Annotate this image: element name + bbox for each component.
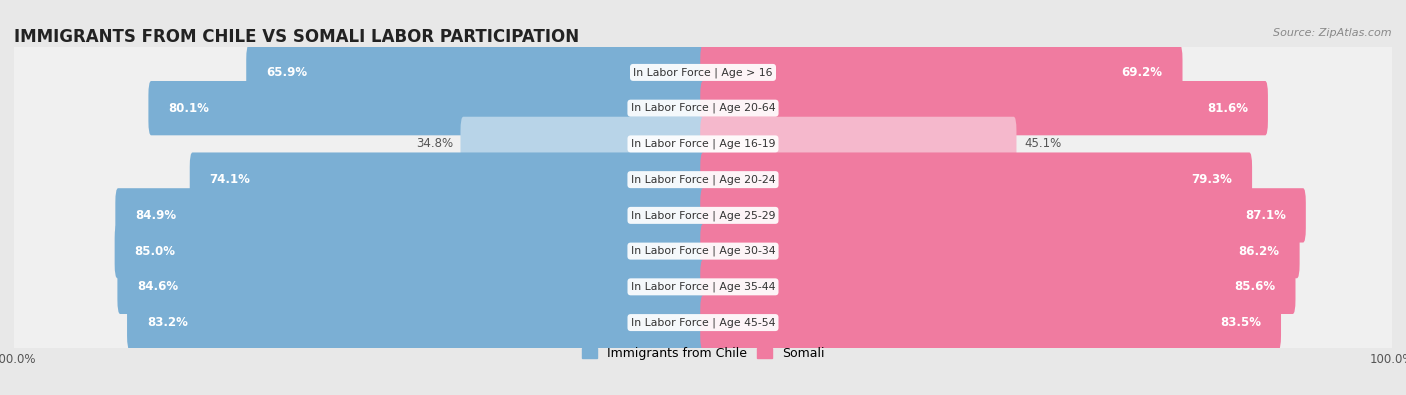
FancyBboxPatch shape <box>700 81 1268 135</box>
Text: 69.2%: 69.2% <box>1122 66 1163 79</box>
FancyBboxPatch shape <box>13 101 1393 189</box>
Text: 80.1%: 80.1% <box>169 102 209 115</box>
FancyBboxPatch shape <box>246 45 706 100</box>
FancyBboxPatch shape <box>461 117 706 171</box>
Text: In Labor Force | Age 45-54: In Labor Force | Age 45-54 <box>631 317 775 328</box>
FancyBboxPatch shape <box>13 208 1393 297</box>
FancyBboxPatch shape <box>13 244 1393 332</box>
Text: 84.9%: 84.9% <box>135 209 176 222</box>
FancyBboxPatch shape <box>13 207 1393 295</box>
Text: In Labor Force | Age 20-24: In Labor Force | Age 20-24 <box>631 174 775 185</box>
FancyBboxPatch shape <box>115 188 706 243</box>
Text: IMMIGRANTS FROM CHILE VS SOMALI LABOR PARTICIPATION: IMMIGRANTS FROM CHILE VS SOMALI LABOR PA… <box>14 28 579 46</box>
FancyBboxPatch shape <box>13 278 1393 367</box>
Text: 74.1%: 74.1% <box>209 173 250 186</box>
Text: 84.6%: 84.6% <box>138 280 179 293</box>
Legend: Immigrants from Chile, Somali: Immigrants from Chile, Somali <box>576 342 830 365</box>
Text: 34.8%: 34.8% <box>416 137 453 150</box>
FancyBboxPatch shape <box>13 172 1393 261</box>
FancyBboxPatch shape <box>115 224 706 278</box>
Text: 81.6%: 81.6% <box>1206 102 1249 115</box>
Text: In Labor Force | Age > 16: In Labor Force | Age > 16 <box>633 67 773 78</box>
FancyBboxPatch shape <box>700 295 1281 350</box>
Text: 83.2%: 83.2% <box>148 316 188 329</box>
Text: 79.3%: 79.3% <box>1191 173 1232 186</box>
Text: 45.1%: 45.1% <box>1024 137 1062 150</box>
FancyBboxPatch shape <box>13 28 1393 117</box>
Text: 65.9%: 65.9% <box>266 66 308 79</box>
Text: 83.5%: 83.5% <box>1220 316 1261 329</box>
FancyBboxPatch shape <box>13 100 1393 188</box>
Text: In Labor Force | Age 25-29: In Labor Force | Age 25-29 <box>631 210 775 221</box>
Text: In Labor Force | Age 35-44: In Labor Force | Age 35-44 <box>631 282 775 292</box>
FancyBboxPatch shape <box>700 45 1182 100</box>
Text: Source: ZipAtlas.com: Source: ZipAtlas.com <box>1274 28 1392 38</box>
FancyBboxPatch shape <box>13 171 1393 260</box>
FancyBboxPatch shape <box>700 117 1017 171</box>
Text: In Labor Force | Age 30-34: In Labor Force | Age 30-34 <box>631 246 775 256</box>
FancyBboxPatch shape <box>700 188 1306 243</box>
FancyBboxPatch shape <box>13 64 1393 152</box>
Text: In Labor Force | Age 20-64: In Labor Force | Age 20-64 <box>631 103 775 113</box>
FancyBboxPatch shape <box>127 295 706 350</box>
FancyBboxPatch shape <box>700 260 1295 314</box>
Text: 86.2%: 86.2% <box>1239 245 1279 258</box>
Text: 87.1%: 87.1% <box>1244 209 1286 222</box>
FancyBboxPatch shape <box>13 243 1393 331</box>
FancyBboxPatch shape <box>700 152 1253 207</box>
FancyBboxPatch shape <box>700 224 1299 278</box>
FancyBboxPatch shape <box>149 81 706 135</box>
Text: 85.6%: 85.6% <box>1234 280 1275 293</box>
Text: In Labor Force | Age 16-19: In Labor Force | Age 16-19 <box>631 139 775 149</box>
FancyBboxPatch shape <box>13 29 1393 118</box>
FancyBboxPatch shape <box>117 260 706 314</box>
FancyBboxPatch shape <box>13 65 1393 154</box>
FancyBboxPatch shape <box>190 152 706 207</box>
FancyBboxPatch shape <box>13 135 1393 224</box>
FancyBboxPatch shape <box>13 279 1393 368</box>
FancyBboxPatch shape <box>13 136 1393 225</box>
Text: 85.0%: 85.0% <box>135 245 176 258</box>
